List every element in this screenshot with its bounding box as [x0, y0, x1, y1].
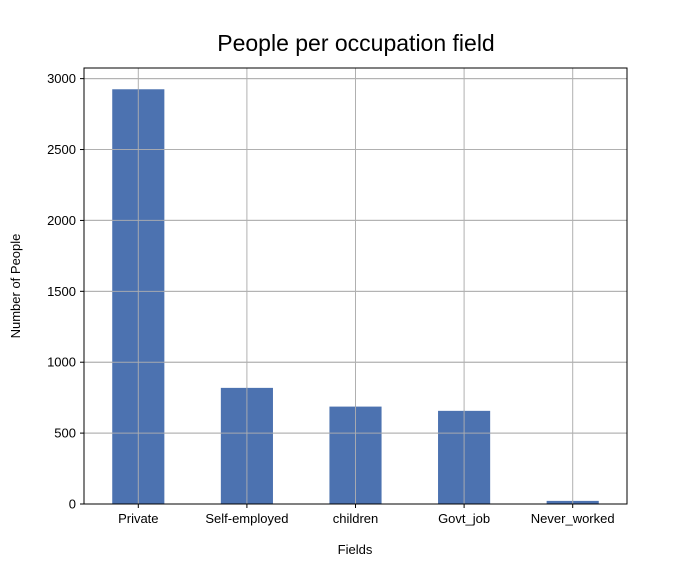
x-tick-label: children — [333, 511, 379, 526]
x-axis-label: Fields — [338, 542, 373, 557]
bar-layer — [84, 78, 627, 505]
y-tick-label: 0 — [69, 497, 76, 512]
y-tick-label: 1000 — [47, 355, 76, 370]
y-tick-label: 2000 — [47, 213, 76, 228]
chart-title: People per occupation field — [217, 30, 494, 56]
x-tick-label: Self-employed — [205, 511, 288, 526]
x-tick-label: Govt_job — [438, 511, 490, 526]
y-tick-label: 1500 — [47, 284, 76, 299]
y-tick-label: 2500 — [47, 142, 76, 157]
tick-layer: 0 500 1000 1500 2000 2500 3000 Private Self-empl… — [47, 71, 615, 526]
y-tick-label: 3000 — [47, 71, 76, 86]
y-tick-label: 500 — [54, 426, 76, 441]
x-tick-label: Never_worked — [531, 511, 615, 526]
y-axis-label: Number of People — [8, 234, 23, 339]
x-tick-label: Private — [118, 511, 158, 526]
